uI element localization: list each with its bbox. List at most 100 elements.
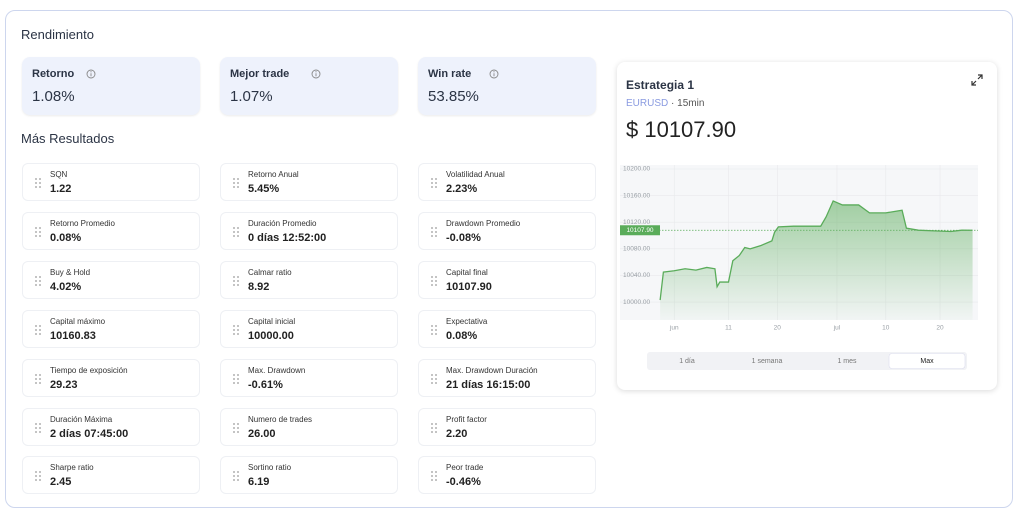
metric-card: Buy & Hold 4.02% <box>22 261 200 299</box>
metric-card: SQN 1.22 <box>22 163 200 201</box>
metric-card: Retorno Promedio 0.08% <box>22 212 200 250</box>
x-tick-label: jun <box>669 325 679 332</box>
metric-value: 2.45 <box>50 476 72 488</box>
x-tick-label: 20 <box>936 325 944 332</box>
drag-handle[interactable] <box>34 276 42 286</box>
metric-label: SQN <box>50 170 68 179</box>
metric-label: Sortino ratio <box>248 463 292 472</box>
strategy-subtitle: EURUSD · 15min <box>626 98 704 109</box>
metric-value: 29.23 <box>50 379 78 391</box>
metric-label: Expectativa <box>446 317 488 326</box>
metric-value: 2 días 07:45:00 <box>50 428 129 440</box>
metric-label: Buy & Hold <box>50 268 91 277</box>
metric-label: Peor trade <box>446 463 484 472</box>
range-button[interactable]: 1 día <box>679 358 695 365</box>
drag-handle[interactable] <box>430 276 438 286</box>
metric-value: 0 días 12:52:00 <box>248 232 327 244</box>
drag-handle[interactable] <box>232 276 240 286</box>
metric-label: Numero de trades <box>248 415 313 424</box>
x-tick-label: 10 <box>882 325 890 332</box>
y-tick-label: 10080.00 <box>623 246 650 253</box>
metric-card: Volatilidad Anual 2.23% <box>418 163 596 201</box>
metric-card: Retorno Anual 5.45% <box>220 163 398 201</box>
drag-handle[interactable] <box>34 374 42 384</box>
x-tick-label: jul <box>833 325 841 332</box>
drag-handle[interactable] <box>430 178 438 188</box>
metric-label: Capital inicial <box>248 317 296 326</box>
drag-handle[interactable] <box>430 423 438 433</box>
y-tick-label: 10200.00 <box>623 166 650 173</box>
metric-card: Profit factor 2.20 <box>418 408 596 446</box>
kpi-value: 53.85% <box>428 88 479 105</box>
y-tick-label: 10120.00 <box>623 219 650 226</box>
area <box>660 200 973 320</box>
y-tick-label: 10000.00 <box>623 299 650 306</box>
metric-value: 6.19 <box>248 476 270 488</box>
metric-card: Sortino ratio 6.19 <box>220 456 398 494</box>
info-icon[interactable] <box>311 69 321 79</box>
drag-handle[interactable] <box>232 227 240 237</box>
drag-handle[interactable] <box>232 178 240 188</box>
metric-label: Profit factor <box>446 415 487 424</box>
metric-value: 2.23% <box>446 183 478 195</box>
metric-label: Calmar ratio <box>248 268 292 277</box>
drag-handle[interactable] <box>232 325 240 335</box>
drag-handle[interactable] <box>430 374 438 384</box>
metric-card: Capital inicial 10000.00 <box>220 310 398 348</box>
metric-card: Peor trade -0.46% <box>418 456 596 494</box>
drag-handle[interactable] <box>232 423 240 433</box>
kpi-label: Mejor trade <box>230 68 290 80</box>
metric-label: Volatilidad Anual <box>446 170 505 179</box>
drag-handle[interactable] <box>34 178 42 188</box>
symbol: EURUSD <box>626 98 669 109</box>
info-icon[interactable] <box>86 69 96 79</box>
metric-label: Sharpe ratio <box>50 463 94 472</box>
metric-value: 2.20 <box>446 428 468 440</box>
drag-handle[interactable] <box>430 471 438 481</box>
metric-card: Drawdown Promedio -0.08% <box>418 212 596 250</box>
metric-card: Duración Promedio 0 días 12:52:00 <box>220 212 398 250</box>
metric-value: 0.08% <box>446 330 478 342</box>
metric-label: Drawdown Promedio <box>446 219 521 228</box>
metric-value: -0.61% <box>248 379 283 391</box>
panel <box>5 10 1013 508</box>
metric-value: 10107.90 <box>446 281 492 293</box>
metric-value: 1.22 <box>50 183 72 195</box>
metric-card: Expectativa 0.08% <box>418 310 596 348</box>
drag-handle[interactable] <box>430 227 438 237</box>
x-tick-label: 20 <box>774 325 782 332</box>
y-tick-label: 10040.00 <box>623 272 650 279</box>
kpi-value: 1.08% <box>32 88 75 105</box>
drag-handle[interactable] <box>34 471 42 481</box>
metric-card: Duración Máxima 2 días 07:45:00 <box>22 408 200 446</box>
range-button[interactable]: 1 semana <box>752 358 783 365</box>
metric-label: Duración Promedio <box>248 219 317 228</box>
kpi-label: Retorno <box>32 68 75 80</box>
metric-value: 10160.83 <box>50 330 96 342</box>
drag-handle[interactable] <box>232 471 240 481</box>
line <box>659 200 973 301</box>
range-button[interactable]: 1 mes <box>837 358 857 365</box>
drag-handle[interactable] <box>232 374 240 384</box>
drag-handle[interactable] <box>34 423 42 433</box>
metric-value: 26.00 <box>248 428 276 440</box>
page-title: Rendimiento <box>21 27 94 42</box>
drag-handle[interactable] <box>430 325 438 335</box>
metric-value: 21 días 16:15:00 <box>446 379 531 391</box>
drag-handle[interactable] <box>34 227 42 237</box>
range-button[interactable]: Max <box>920 358 934 365</box>
expand-icon[interactable] <box>970 73 984 87</box>
metric-value: 5.45% <box>248 183 280 195</box>
drag-handle[interactable] <box>34 325 42 335</box>
info-icon[interactable] <box>489 69 499 79</box>
x-tick-label: 11 <box>725 325 732 332</box>
price: $ 10107.90 <box>626 117 737 142</box>
metric-value: -0.08% <box>446 232 481 244</box>
metric-card: Capital final 10107.90 <box>418 261 596 299</box>
metric-label: Tiempo de exposición <box>50 366 128 375</box>
metric-card: Calmar ratio 8.92 <box>220 261 398 299</box>
metric-card: Sharpe ratio 2.45 <box>22 456 200 494</box>
metric-label: Max. Drawdown Duración <box>446 366 538 375</box>
kpi-card: Win rate 53.85% <box>418 57 596 115</box>
metric-value: 10000.00 <box>248 330 294 342</box>
